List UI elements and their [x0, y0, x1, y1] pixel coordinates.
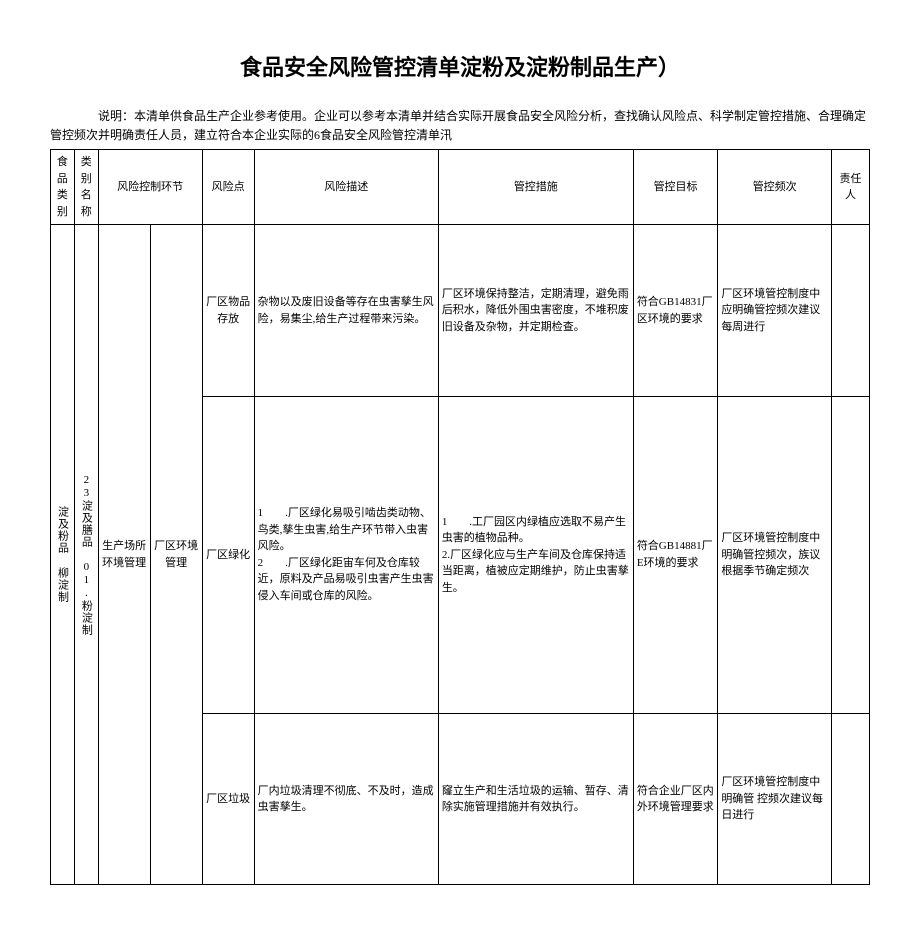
cell-freq: 厂区环境管控制度中明确管 控频次建议每日进行 — [718, 713, 832, 885]
cell-point-group: 厂区环境管理 — [150, 225, 202, 885]
intro-text: 说明：本清单供食品生产企业参考使用。企业可以参考本清单并结合实际开展食品安全风险… — [50, 107, 870, 145]
th-resp: 责任人 — [832, 150, 870, 225]
cell-point: 厂区绿化 — [202, 396, 254, 713]
cell-measure: 1 .工厂园区内绿植应选取不易产生虫害的植物品种。2.厂区绿化应与生产车间及仓库… — [438, 396, 633, 713]
th-subname: 类别名称 — [74, 150, 98, 225]
cell-resp — [832, 396, 870, 713]
cell-resp — [832, 713, 870, 885]
cell-desc: 1 .厂区绿化易吸引啮齿类动物、鸟类,孳生虫害,给生产环节带入虫害风险。2 .厂… — [254, 396, 438, 713]
th-freq: 管控频次 — [718, 150, 832, 225]
th-point: 风险点 — [202, 150, 254, 225]
cell-measure: 厂区环境保持整洁，定期清理，避免雨后积水，降低外围虫害密度，不堆积废旧设备及杂物… — [438, 225, 633, 397]
th-category: 食品类别 — [51, 150, 75, 225]
table-row: 淀及粉品 柳淀制 23淀及膳品 01.粉淀制 生产场所环境管理 厂区环境管理 厂… — [51, 225, 870, 397]
th-desc: 风险描述 — [254, 150, 438, 225]
th-measure: 管控措施 — [438, 150, 633, 225]
category-label: 淀及粉品 柳淀制 — [54, 229, 71, 880]
page-title: 食品安全风险管控清单淀粉及淀粉制品生产） — [50, 50, 870, 82]
cell-freq: 厂区环境管控制度中应明确管控频次建议每周进行 — [718, 225, 832, 397]
cell-link-group: 生产场所环境管理 — [98, 225, 150, 885]
cell-category: 淀及粉品 柳淀制 — [51, 225, 75, 885]
cell-goal: 符合企业厂区内外环境管理要求 — [633, 713, 718, 885]
cell-point: 厂区物品存放 — [202, 225, 254, 397]
risk-table: 食品类别 类别名称 风险控制环节 风险点 风险描述 管控措施 管控目标 管控频次… — [50, 149, 870, 885]
cell-goal: 符合GB14831厂区环境的要求 — [633, 225, 718, 397]
cell-desc: 厂内垃圾清理不彻底、不及时，造成虫害孳生。 — [254, 713, 438, 885]
cell-measure: 窿立生产和生活垃圾的运输、暂存、清除实施管理措施并有效执行。 — [438, 713, 633, 885]
cell-freq: 厂区环境管控制度中明确管控频次，族议根据季节确定频次 — [718, 396, 832, 713]
cell-resp — [832, 225, 870, 397]
cell-subname: 23淀及膳品 01.粉淀制 — [74, 225, 98, 885]
th-link: 风险控制环节 — [98, 150, 202, 225]
cell-desc: 杂物以及废旧设备等存在虫害孳生风险，易集尘,给生产过程带来污染。 — [254, 225, 438, 397]
th-goal: 管控目标 — [633, 150, 718, 225]
table-header-row: 食品类别 类别名称 风险控制环节 风险点 风险描述 管控措施 管控目标 管控频次… — [51, 150, 870, 225]
subname-label: 23淀及膳品 01.粉淀制 — [78, 229, 95, 880]
cell-point: 厂区垃圾 — [202, 713, 254, 885]
cell-goal: 符合GB14881厂E环境的要求 — [633, 396, 718, 713]
